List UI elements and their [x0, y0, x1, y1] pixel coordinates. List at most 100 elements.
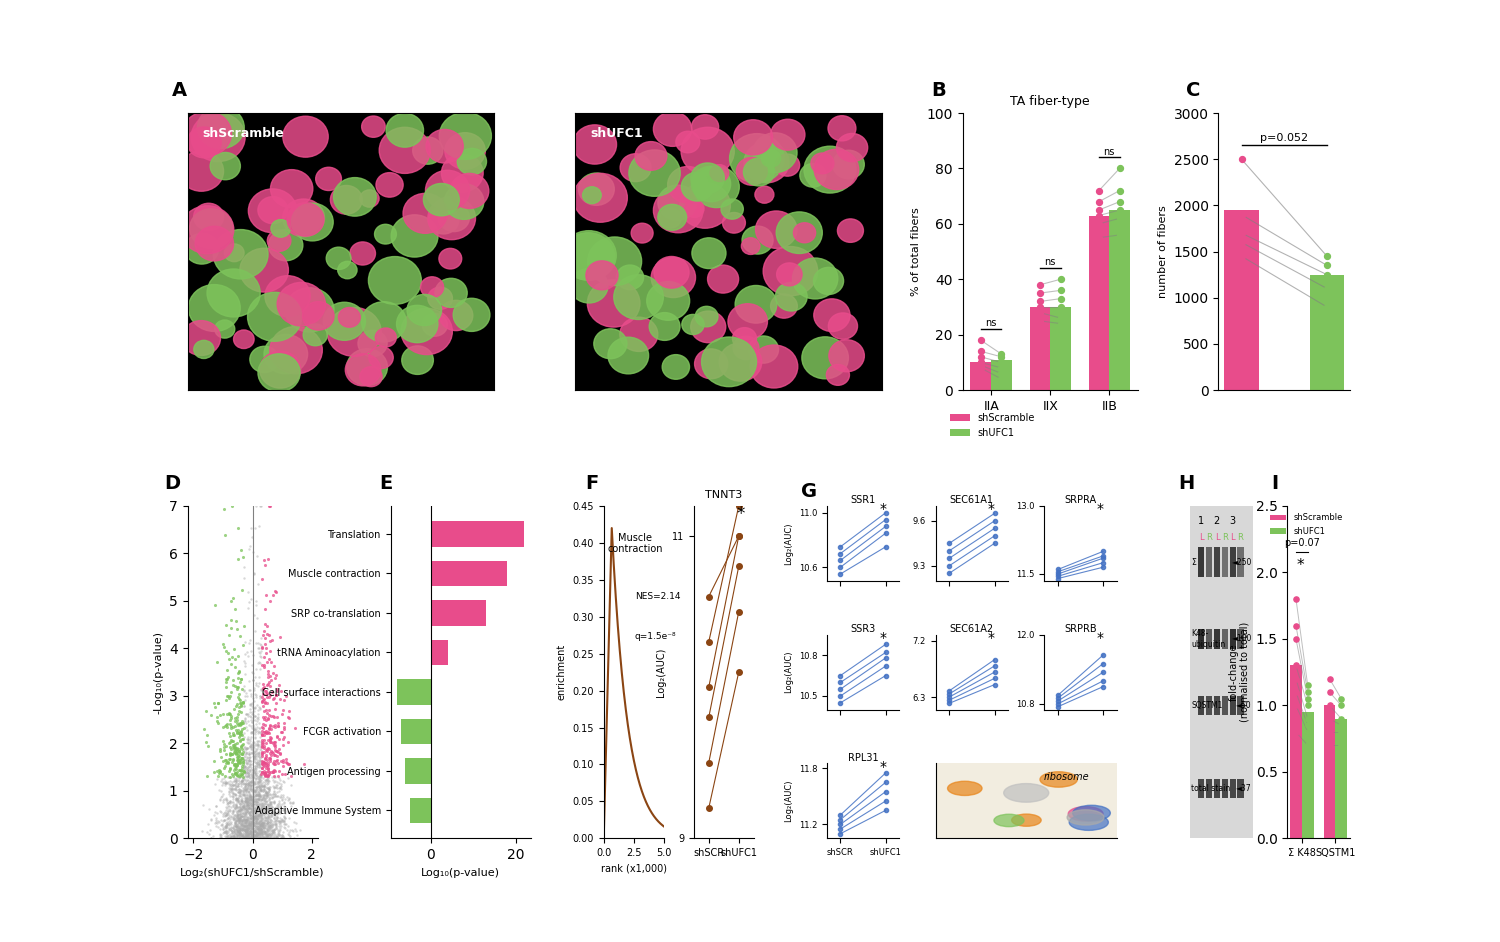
Point: [236, 689, 260, 704]
Point: [258, 593, 282, 609]
Point: [249, 658, 273, 673]
Point: [237, 816, 261, 831]
Point: [242, 648, 266, 663]
Point: [249, 779, 273, 794]
Point: [224, 713, 248, 728]
Point: [242, 607, 266, 622]
Point: [254, 800, 278, 815]
Point: [232, 793, 256, 808]
Point: [236, 826, 260, 841]
Point: [232, 789, 256, 804]
Point: [207, 826, 231, 841]
Point: [256, 690, 280, 705]
Point: [990, 361, 1014, 376]
Point: [230, 699, 254, 714]
Point: [238, 739, 262, 755]
Circle shape: [1072, 805, 1110, 820]
Point: [219, 820, 243, 836]
Point: [276, 756, 300, 771]
Point: [251, 748, 274, 763]
Circle shape: [708, 265, 738, 293]
Point: [232, 762, 256, 777]
Point: [248, 807, 272, 822]
Point: [248, 771, 272, 786]
Point: [248, 817, 272, 832]
Point: [244, 688, 268, 703]
Point: [1317, 738, 1341, 753]
Point: [242, 717, 266, 732]
Point: [246, 827, 270, 842]
Point: [249, 819, 273, 834]
Point: [244, 779, 268, 794]
Point: [232, 656, 256, 671]
Point: [237, 730, 261, 745]
Point: [248, 808, 272, 823]
Point: [224, 819, 248, 834]
Point: [240, 781, 264, 796]
Point: [260, 795, 284, 810]
Point: [249, 769, 273, 784]
Point: [248, 756, 272, 771]
Point: [232, 801, 256, 816]
Point: [252, 720, 276, 735]
Point: [237, 806, 261, 821]
Point: [255, 772, 279, 788]
Point: [228, 811, 252, 826]
Point: [244, 749, 268, 764]
Point: [210, 784, 234, 799]
Point: [268, 814, 292, 829]
Point: [240, 799, 264, 814]
Point: [252, 733, 276, 748]
Point: [242, 792, 266, 807]
Point: [228, 808, 252, 823]
Point: [226, 790, 251, 805]
Point: [244, 820, 268, 836]
Point: [226, 776, 251, 791]
Point: [214, 815, 238, 830]
Point: [1028, 277, 1051, 292]
Point: [222, 799, 246, 814]
Point: [238, 724, 262, 739]
Point: [251, 693, 274, 708]
Point: [242, 770, 266, 785]
Point: [251, 736, 274, 751]
Point: [243, 793, 267, 808]
Point: [198, 831, 222, 846]
Point: [252, 682, 276, 697]
Point: [230, 808, 254, 823]
Point: [217, 706, 242, 722]
Point: [225, 792, 249, 807]
Point: [242, 795, 266, 810]
Point: [243, 804, 267, 819]
Point: [243, 743, 267, 758]
Point: [228, 816, 252, 831]
Point: [240, 658, 264, 673]
Point: [214, 775, 238, 790]
Point: [216, 807, 240, 822]
Point: [213, 775, 237, 790]
Point: [254, 641, 278, 656]
Point: [279, 769, 303, 784]
Point: [226, 820, 251, 835]
Point: [234, 769, 258, 784]
Point: [230, 826, 254, 841]
Point: [242, 708, 266, 723]
Point: [214, 692, 238, 707]
Point: [260, 764, 284, 779]
Point: [242, 820, 266, 836]
Point: [256, 775, 280, 790]
Point: [232, 775, 256, 790]
Point: [248, 754, 272, 769]
Point: [238, 788, 262, 804]
Point: [232, 831, 256, 846]
Point: [262, 826, 286, 841]
Point: [243, 722, 267, 737]
Point: [234, 766, 258, 781]
Point: [237, 766, 261, 781]
Point: [242, 763, 266, 778]
Point: [266, 755, 290, 771]
Point: [226, 820, 251, 835]
Text: ribosome: ribosome: [1044, 772, 1089, 783]
Circle shape: [582, 187, 602, 203]
Point: [230, 814, 254, 829]
